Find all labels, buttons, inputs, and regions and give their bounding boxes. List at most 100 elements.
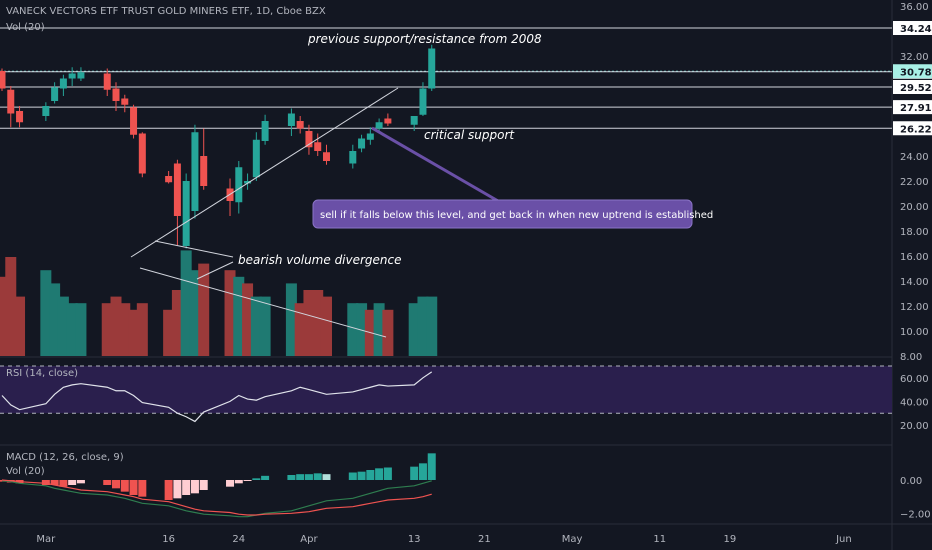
volume-bar	[0, 276, 8, 356]
legend-vol: Vol (20)	[6, 22, 45, 33]
price-tick-label: 16.00	[900, 252, 929, 263]
rsi-line	[1, 371, 433, 423]
volume-bar	[312, 290, 324, 356]
price-tick-label: 10.00	[900, 327, 929, 338]
macd-histogram-bar	[120, 480, 129, 492]
divergence-pointer-upper	[154, 240, 234, 258]
candle-body	[384, 118, 392, 124]
volume-bar	[40, 270, 52, 356]
time-axis: Mar 16 24 Apr 13 21 May 11 19 Jun	[36, 534, 851, 545]
volume-bar	[320, 296, 332, 356]
candle-body	[103, 73, 111, 90]
last-price-label: 30.78	[900, 67, 932, 78]
volume-bar	[119, 303, 131, 356]
macd-histogram-bar	[164, 480, 173, 500]
candle-body	[51, 87, 59, 101]
callout-arrow	[371, 126, 506, 207]
candle-body	[165, 176, 173, 183]
macd-histogram-bar	[418, 463, 427, 480]
rsi-band	[0, 366, 892, 414]
level-price-label: 27.91	[900, 103, 932, 114]
time-tick-label: 13	[408, 534, 421, 545]
macd-histogram-bar	[68, 480, 77, 485]
volume-bar	[356, 303, 368, 356]
candle-body	[428, 48, 436, 89]
volume-bar	[294, 303, 306, 356]
volume-bar	[242, 283, 254, 356]
candle-body	[349, 151, 357, 164]
level-price-label: 34.24	[900, 24, 932, 35]
rsi-pane: 20.00 40.00 60.00	[0, 365, 929, 432]
macd-pane: −2.00 0.00	[0, 453, 931, 520]
macd-histogram-bar	[410, 466, 419, 480]
macd-histogram-bar	[322, 474, 331, 480]
volume-bars	[0, 250, 438, 356]
volume-bar	[14, 296, 26, 356]
macd-tick-label: −2.00	[900, 509, 931, 520]
macd-histogram-bar	[243, 480, 252, 481]
annotation-critical-support: critical support	[424, 128, 515, 142]
volume-bar	[128, 309, 140, 356]
price-axis: 8.00 10.00 12.00 14.00 16.00 18.00 20.00 22.00 2…	[893, 2, 932, 363]
candle-body	[252, 139, 260, 178]
candle-body	[314, 142, 322, 151]
candle-body	[244, 181, 252, 184]
macd-histogram-bar	[252, 478, 261, 480]
sell-note-callout	[312, 199, 693, 229]
macd-histogram-bar	[112, 480, 121, 489]
time-tick-label: 19	[724, 534, 737, 545]
candle-body	[235, 167, 243, 203]
candle-body	[182, 181, 190, 246]
candle-body	[366, 133, 374, 140]
volume-bar	[224, 270, 236, 356]
candle-body	[112, 88, 120, 101]
candle-body	[419, 88, 427, 115]
macd-histogram-bar	[357, 471, 366, 480]
level-price-tag	[893, 21, 932, 35]
volume-bar	[303, 290, 315, 356]
volume-bar	[382, 309, 394, 356]
price-tick-label: 8.00	[900, 352, 922, 363]
macd-histogram-bar	[50, 480, 59, 485]
volume-bar	[417, 296, 429, 356]
volume-bar	[373, 303, 385, 356]
candle-body	[322, 152, 330, 161]
candle-body	[121, 98, 129, 105]
macd-histogram-bar	[383, 467, 392, 480]
time-tick-label: 24	[232, 534, 245, 545]
divergence-pointer-lower	[196, 261, 234, 280]
volume-bar	[233, 276, 245, 356]
volume-bar	[5, 257, 17, 356]
volume-bar	[101, 303, 113, 356]
price-tick-label: 36.00	[900, 2, 929, 13]
volume-bar	[180, 250, 192, 356]
macd-histogram-bar	[261, 475, 270, 480]
macd-histogram-bar	[138, 480, 147, 497]
annotation-volume-divergence: bearish volume divergence	[238, 253, 402, 267]
candle-body	[7, 89, 15, 114]
macd-histogram-bar	[129, 480, 138, 495]
macd-histogram-bar	[375, 468, 384, 480]
macd-histogram-bar	[366, 470, 375, 480]
candle-body	[191, 132, 199, 211]
level-price-tag	[893, 80, 932, 94]
volume-bar	[347, 303, 359, 356]
time-tick-label: 11	[653, 534, 666, 545]
candle-body	[138, 133, 146, 174]
level-price-label: 29.52	[900, 83, 932, 94]
rsi-tick-label: 40.00	[900, 397, 929, 408]
macd-histogram-bar	[59, 480, 68, 487]
macd-histogram-bar	[287, 475, 296, 480]
candle-body	[305, 131, 313, 148]
price-tick-label: 22.00	[900, 177, 929, 188]
candle-body	[410, 116, 418, 125]
volume-bar	[259, 296, 271, 356]
time-tick-label: Apr	[300, 534, 318, 545]
volume-bar	[163, 309, 175, 356]
macd-histogram-bar	[313, 473, 322, 480]
price-tick-label: 14.00	[900, 277, 929, 288]
macd-histogram-bar	[103, 480, 112, 485]
candle-body	[261, 121, 269, 141]
